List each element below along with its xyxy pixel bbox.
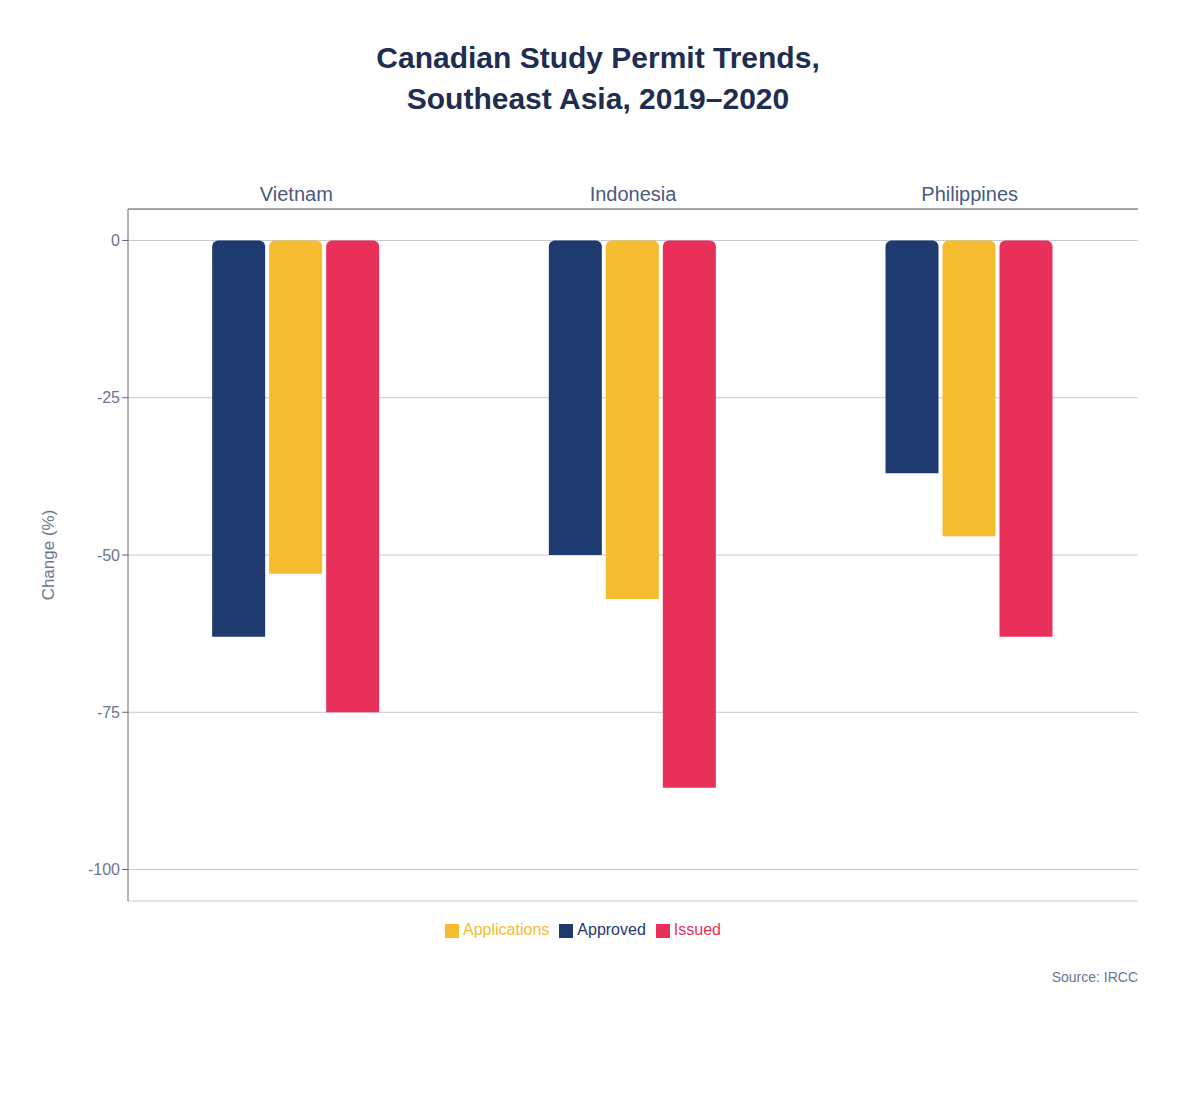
- html-text:Issued: Issued: [673, 921, 721, 938]
- svg-text:Philippines: Philippines: [921, 183, 1018, 205]
- svg-text:-100: -100: [88, 861, 120, 878]
- html-text:Applications: Applications: [463, 921, 550, 938]
- svg-text:Indonesia: Indonesia: [590, 183, 678, 205]
- svg-text:0: 0: [111, 232, 120, 249]
- html-text:Approved: Approved: [577, 921, 646, 938]
- html-text:Canadian Study Permit Trends,: Canadian Study Permit Trends,: [376, 41, 820, 74]
- svg-text:-25: -25: [97, 389, 120, 406]
- svg-text:Vietnam: Vietnam: [260, 183, 333, 205]
- svg-text:Change (%): Change (%): [39, 510, 58, 601]
- html-text:Source: IRCC: Source: IRCC: [1051, 969, 1138, 985]
- html-text:Southeast Asia, 2019–2020: Southeast Asia, 2019–2020: [406, 81, 790, 115]
- svg-text:-50: -50: [97, 547, 120, 564]
- svg-text:-75: -75: [97, 704, 120, 721]
